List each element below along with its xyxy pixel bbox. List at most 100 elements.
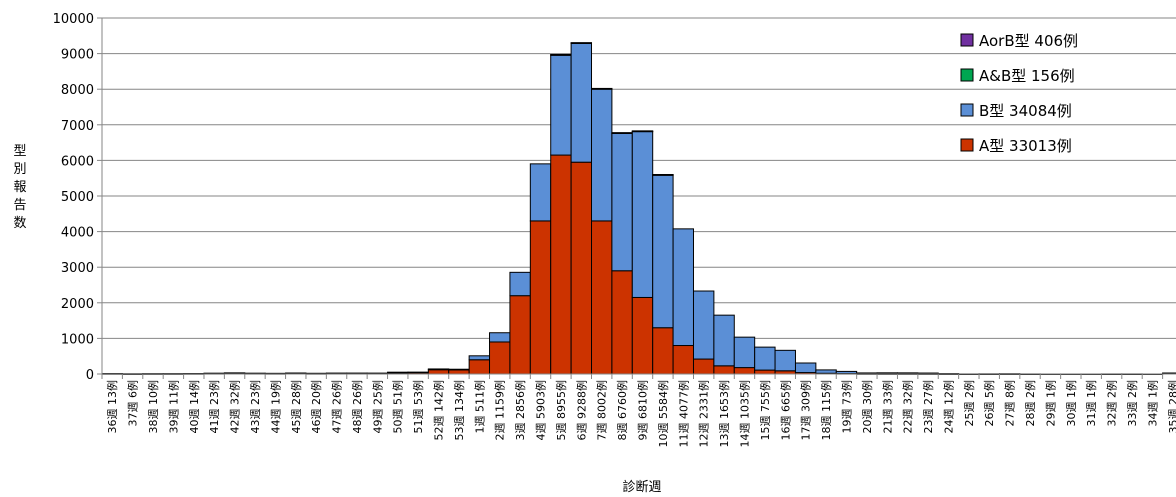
x-tick-label: 53週 134例 [452, 380, 466, 441]
x-tick-label: 5週 8955例 [554, 380, 568, 441]
x-tick-label: 13週 1653例 [717, 380, 731, 448]
x-tick-label: 28週 2例 [1023, 380, 1037, 427]
bar-segment-3 [631, 130, 654, 132]
bar-segment-1 [468, 355, 491, 361]
bar-segment-1 [325, 372, 348, 375]
x-tick-label: 16週 665例 [778, 380, 792, 441]
x-tick-label: 45週 28例 [289, 380, 303, 434]
bar-segment-0 [550, 154, 572, 375]
bar-segment-0 [448, 369, 470, 375]
bar-segment-1 [672, 228, 694, 347]
bar-segment-1 [631, 131, 654, 298]
bar-segment-0 [489, 341, 511, 375]
bar-segment-1 [794, 362, 817, 374]
x-tick-label: 15週 755例 [758, 380, 772, 441]
bar-segment-1 [550, 54, 572, 156]
bar-segment-3 [611, 132, 633, 134]
legend-label: B型 34084例 [979, 102, 1072, 120]
x-tick-label: 39週 11例 [166, 380, 180, 434]
bar-segment-3 [550, 53, 572, 56]
bar-segment-0 [591, 220, 613, 375]
x-tick-label: 4週 5903例 [534, 380, 548, 441]
x-axis-title: 診断週 [622, 479, 661, 495]
x-tick-label: 12週 2331例 [697, 380, 711, 448]
x-tick-label: 35週 28例 [1166, 380, 1176, 434]
bar-segment-0 [692, 358, 715, 375]
x-tick-label: 25週 2例 [962, 380, 976, 427]
bar-segment-1 [733, 336, 756, 369]
bar-segment-0 [529, 220, 552, 375]
legend-label: AorB型 406例 [979, 32, 1078, 50]
x-tick-label: 49週 25例 [370, 380, 384, 434]
x-tick-label: 38週 10例 [146, 380, 160, 434]
x-tick-label: 2週 1159例 [493, 380, 507, 441]
x-tick-label: 36週 13例 [105, 380, 119, 434]
x-tick-label: 48週 26例 [350, 380, 364, 434]
x-tick-label: 34週 1例 [1145, 380, 1159, 427]
y-tick-label: 7000 [61, 119, 94, 134]
y-axis-tick-labels: 0 1000 2000 3000 4000 5000 6000 7000 8000 9000 100… [53, 12, 94, 383]
x-axis-tick-labels: 36週 13例 37週 6例 38週 10例 39週 11例 40週 14例 41週 23… [101, 374, 1176, 448]
x-tick-label: 6週 9288例 [574, 380, 588, 441]
x-tick-label: 44週 19例 [268, 380, 282, 434]
y-tick-label: 5000 [61, 190, 94, 205]
x-tick-label: 9週 6810例 [636, 380, 650, 441]
bar-segment-0 [509, 295, 531, 375]
x-tick-label: 3週 2856例 [513, 380, 527, 441]
legend-swatch [960, 68, 974, 82]
bar-segment-1 [570, 42, 593, 163]
bar-segment-1 [427, 368, 450, 371]
bar-segment-0 [570, 161, 593, 375]
y-tick-label: 9000 [61, 48, 94, 63]
x-tick-label: 43週 23例 [248, 380, 262, 434]
bar-segment-1 [1162, 372, 1176, 375]
x-tick-label: 24週 12例 [941, 380, 955, 434]
bar-segment-1 [774, 349, 796, 372]
bar-segment-1 [713, 314, 735, 367]
y-tick-label: 2000 [61, 297, 94, 312]
bar-segment-1 [611, 132, 633, 272]
bar-segment-1 [407, 371, 429, 374]
bar-segment-1 [692, 290, 715, 360]
bar-segment-3 [652, 173, 674, 176]
x-tick-label: 50週 51例 [391, 380, 405, 434]
legend: AorB型 406例 A&B型 156例 B型 34084例 A型 33013例 [960, 32, 1078, 155]
x-tick-label: 18週 115例 [819, 380, 833, 441]
x-tick-label: 51週 53例 [411, 380, 425, 434]
x-tick-label: 27週 8例 [1003, 380, 1017, 427]
x-tick-label: 20週 30例 [860, 380, 874, 434]
legend-label: A&B型 156例 [979, 67, 1075, 85]
x-tick-label: 23週 27例 [921, 380, 935, 434]
bar-segment-0 [611, 270, 633, 375]
x-tick-label: 22週 32例 [901, 380, 915, 434]
y-tick-label: 10000 [53, 12, 94, 27]
y-tick-label: 8000 [61, 83, 94, 98]
x-tick-label: 10週 5584例 [656, 380, 670, 448]
bar-segment-1 [754, 346, 776, 371]
legend-swatch [960, 33, 974, 47]
legend-swatch [960, 138, 974, 152]
x-tick-label: 46週 20例 [309, 380, 323, 434]
x-tick-label: 37週 6例 [126, 380, 140, 427]
bar-segment-1 [223, 372, 246, 374]
bar-segment-3 [570, 42, 593, 44]
bars [101, 42, 1176, 375]
bar-segment-0 [427, 369, 450, 375]
x-tick-label: 42週 32例 [228, 380, 242, 434]
bar-segment-1 [509, 271, 531, 297]
x-tick-label: 32週 2例 [1105, 380, 1119, 427]
bar-segment-1 [815, 369, 837, 374]
x-tick-label: 14週 1035例 [737, 380, 751, 448]
bar-segment-0 [468, 359, 491, 375]
x-tick-label: 31週 1例 [1084, 380, 1098, 427]
bar-segment-3 [591, 87, 613, 90]
x-tick-label: 8週 6760例 [615, 380, 629, 441]
bar-segment-0 [713, 365, 735, 375]
y-tick-label: 0 [86, 368, 94, 383]
x-tick-label: 41週 23例 [207, 380, 221, 434]
bar-segment-0 [631, 296, 654, 375]
bar-segment-1 [285, 372, 307, 375]
bar-segment-1 [489, 332, 511, 343]
bar-segment-1 [591, 88, 613, 222]
